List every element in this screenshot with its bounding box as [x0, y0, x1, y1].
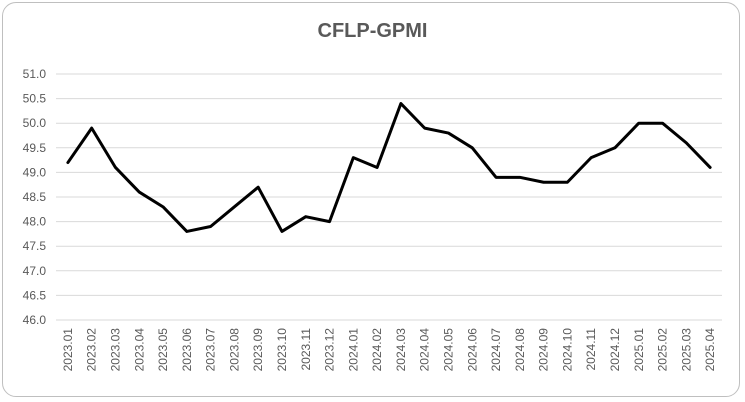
- x-tick-label: 2024.10: [560, 328, 574, 372]
- y-tick-label: 50.5: [23, 92, 47, 106]
- x-tick-label: 2025.03: [679, 328, 693, 372]
- y-tick-label: 49.0: [23, 165, 47, 179]
- y-tick-label: 50.0: [23, 116, 47, 130]
- x-tick-label: 2024.12: [608, 328, 622, 372]
- x-tick-label: 2024.06: [465, 328, 479, 372]
- x-tick-label: 2024.11: [584, 328, 598, 371]
- chart-frame: [2, 2, 740, 397]
- x-tick-label: 2023.04: [132, 328, 146, 372]
- x-tick-label: 2023.08: [227, 328, 241, 372]
- x-tick-label: 2023.11: [299, 328, 313, 371]
- y-tick-label: 48.0: [23, 215, 47, 229]
- x-tick-label: 2023.10: [275, 328, 289, 372]
- y-tick-label: 47.0: [23, 264, 47, 278]
- series-layer: [66, 102, 712, 233]
- y-tick-label: 47.5: [23, 239, 47, 253]
- x-tick-label: 2025.02: [656, 328, 670, 372]
- y-tick-label: 51.0: [23, 67, 47, 81]
- y-tick-label: 48.5: [23, 190, 47, 204]
- x-tick-label: 2023.05: [156, 328, 170, 372]
- x-tick-label: 2025.01: [632, 328, 646, 372]
- x-tick-label: 2024.04: [418, 328, 432, 372]
- y-tick-label: 49.5: [23, 141, 47, 155]
- x-tick-label: 2023.09: [251, 328, 265, 372]
- y-axis-tick-labels: 46.0 46.5 47.0 47.5 48.0 48.5 49.0 49.5 50.0 50.5…: [23, 67, 47, 327]
- x-tick-label: 2024.08: [513, 328, 527, 372]
- x-tick-label: 2023.12: [323, 328, 337, 372]
- x-tick-label: 2024.05: [441, 328, 455, 372]
- y-tick-label: 46.0: [23, 313, 47, 327]
- x-tick-label: 2024.02: [370, 328, 384, 372]
- x-tick-label: 2023.06: [180, 328, 194, 372]
- x-tick-label: 2023.02: [85, 328, 99, 372]
- x-axis-tick-labels: 2023.01 2023.02 2023.03 2023.04 2023.05 2023.…: [61, 328, 717, 372]
- x-tick-label: 2023.03: [108, 328, 122, 372]
- x-tick-label: 2024.01: [346, 328, 360, 372]
- gridlines: [56, 73, 722, 321]
- y-tick-label: 46.5: [23, 288, 47, 302]
- series-line: [66, 102, 712, 233]
- x-tick-label: 2024.07: [489, 328, 503, 372]
- x-tick-label: 2023.07: [204, 328, 218, 372]
- x-tick-label: 2025.04: [703, 328, 717, 372]
- x-tick-label: 2024.03: [394, 328, 408, 372]
- x-tick-label: 2024.09: [537, 328, 551, 372]
- chart-title: CFLP-GPMI: [317, 20, 428, 42]
- x-tick-label: 2023.01: [61, 328, 75, 372]
